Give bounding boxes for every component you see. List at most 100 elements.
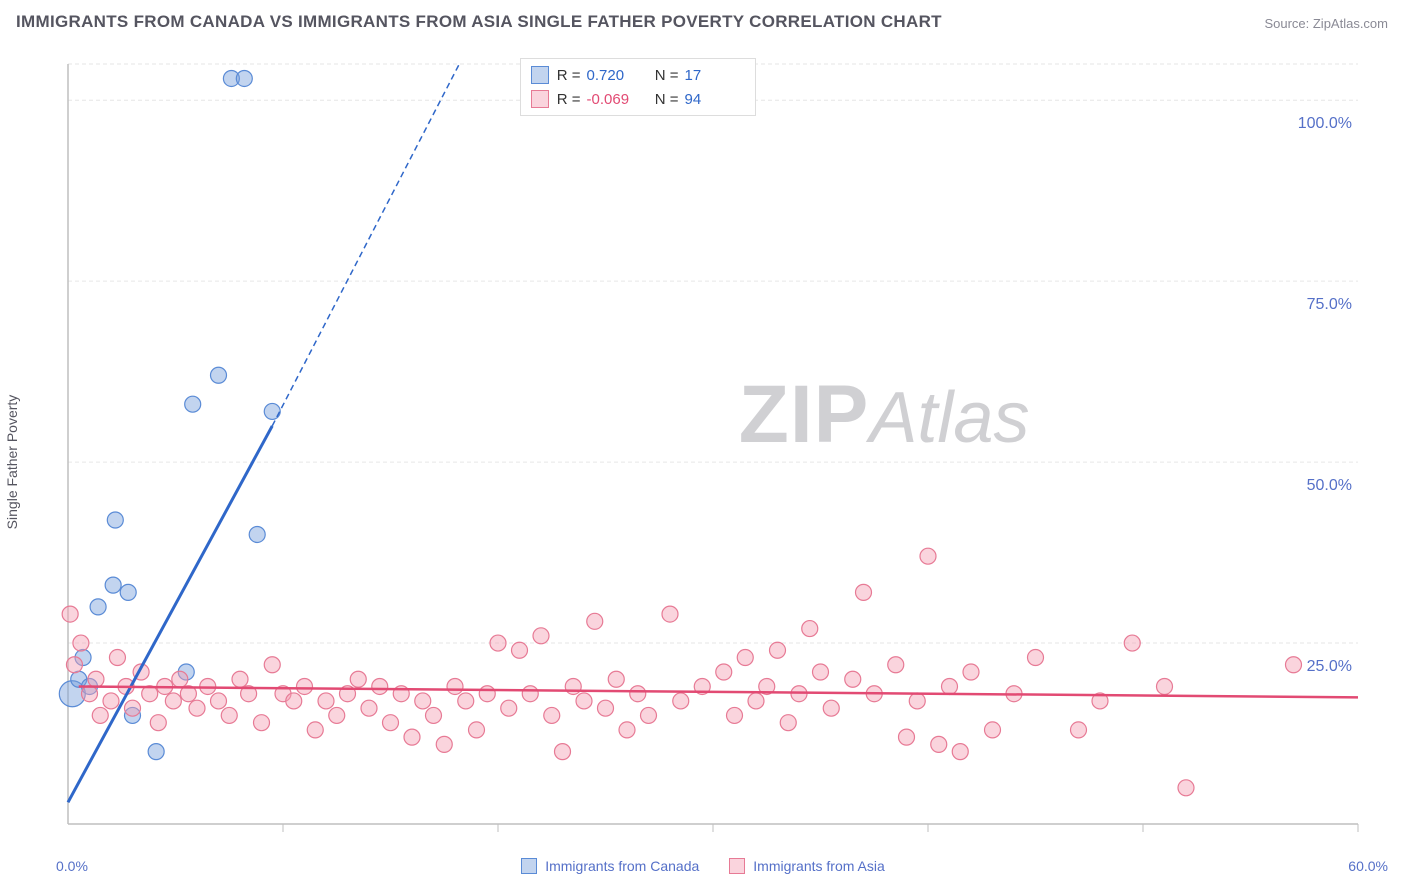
n-value: 17 — [685, 67, 745, 84]
r-label: R = — [555, 91, 581, 108]
data-point-asia — [109, 650, 125, 666]
data-point-asia — [533, 628, 549, 644]
data-point-asia — [608, 671, 624, 687]
data-point-asia — [264, 657, 280, 673]
x-origin-label: 0.0% — [56, 858, 88, 874]
data-point-asia — [963, 664, 979, 680]
data-point-asia — [350, 671, 366, 687]
n-value: 94 — [685, 91, 745, 108]
chart-title: IMMIGRANTS FROM CANADA VS IMMIGRANTS FRO… — [16, 12, 942, 31]
data-point-asia — [512, 642, 528, 658]
data-point-asia — [565, 678, 581, 694]
data-point-asia — [383, 715, 399, 731]
data-point-asia — [899, 729, 915, 745]
scatter-chart: 25.0% 50.0% 75.0% 100.0% — [18, 48, 1388, 876]
legend-swatch — [521, 858, 537, 874]
series-swatch — [531, 90, 549, 108]
y-tick-label: 75.0% — [1307, 296, 1352, 313]
data-point-canada — [120, 584, 136, 600]
data-point-canada — [211, 367, 227, 383]
legend-item: Immigrants from Canada — [521, 858, 699, 874]
y-axis-label: Single Father Poverty — [4, 395, 20, 530]
data-point-asia — [813, 664, 829, 680]
legend-item: Immigrants from Asia — [729, 858, 884, 874]
data-point-asia — [501, 700, 517, 716]
data-point-asia — [73, 635, 89, 651]
data-point-asia — [479, 686, 495, 702]
data-point-asia — [172, 671, 188, 687]
data-point-canada — [107, 512, 123, 528]
y-tick-label: 50.0% — [1307, 477, 1352, 494]
data-point-asia — [221, 707, 237, 723]
data-point-asia — [845, 671, 861, 687]
chart-header: IMMIGRANTS FROM CANADA VS IMMIGRANTS FRO… — [0, 0, 1406, 48]
data-point-asia — [62, 606, 78, 622]
chart-area: Single Father Poverty 25.0%50.0%75.0%100… — [18, 48, 1388, 876]
data-point-asia — [856, 584, 872, 600]
data-point-asia — [931, 736, 947, 752]
data-point-asia — [544, 707, 560, 723]
x-max-label: 60.0% — [1348, 858, 1388, 874]
data-point-asia — [88, 671, 104, 687]
data-point-asia — [211, 693, 227, 709]
data-point-asia — [522, 686, 538, 702]
data-point-asia — [329, 707, 345, 723]
data-point-asia — [1071, 722, 1087, 738]
r-value: -0.069 — [587, 91, 647, 108]
data-point-asia — [490, 635, 506, 651]
data-point-canada — [90, 599, 106, 615]
data-point-asia — [576, 693, 592, 709]
data-point-asia — [150, 715, 166, 731]
n-label: N = — [653, 67, 679, 84]
data-point-asia — [823, 700, 839, 716]
data-point-asia — [426, 707, 442, 723]
series-swatch — [531, 66, 549, 84]
data-point-asia — [66, 657, 82, 673]
data-point-asia — [1028, 650, 1044, 666]
trend-line-canada-extrapolated — [272, 64, 459, 426]
n-label: N = — [653, 91, 679, 108]
y-tick-label: 100.0% — [1298, 115, 1352, 132]
stats-row: R =0.720N =17 — [531, 63, 745, 87]
x-axis-bar: 0.0% Immigrants from Canada Immigrants fr… — [18, 858, 1388, 874]
data-point-canada — [249, 526, 265, 542]
data-point-asia — [82, 686, 98, 702]
legend-label: Immigrants from Asia — [753, 858, 884, 874]
data-point-asia — [165, 693, 181, 709]
data-point-asia — [770, 642, 786, 658]
data-point-asia — [1157, 678, 1173, 694]
data-point-asia — [598, 700, 614, 716]
data-point-asia — [254, 715, 270, 731]
data-point-asia — [415, 693, 431, 709]
data-point-asia — [630, 686, 646, 702]
data-point-asia — [748, 693, 764, 709]
data-point-asia — [458, 693, 474, 709]
data-point-canada — [185, 396, 201, 412]
data-point-canada — [264, 403, 280, 419]
data-point-asia — [952, 744, 968, 760]
source-name: ZipAtlas.com — [1313, 16, 1388, 31]
data-point-canada — [148, 744, 164, 760]
data-point-asia — [888, 657, 904, 673]
source-prefix: Source: — [1264, 16, 1312, 31]
data-point-asia — [103, 693, 119, 709]
data-point-asia — [447, 678, 463, 694]
data-point-asia — [286, 693, 302, 709]
data-point-asia — [716, 664, 732, 680]
data-point-asia — [737, 650, 753, 666]
correlation-stats-box: R =0.720N =17R =-0.069N =94 — [520, 58, 756, 116]
data-point-asia — [469, 722, 485, 738]
data-point-asia — [802, 621, 818, 637]
data-point-asia — [673, 693, 689, 709]
data-point-asia — [641, 707, 657, 723]
legend-swatch — [729, 858, 745, 874]
stats-row: R = -0.069 N = 94 — [531, 87, 745, 111]
data-point-asia — [232, 671, 248, 687]
data-point-asia — [942, 678, 958, 694]
data-point-asia — [318, 693, 334, 709]
data-point-asia — [587, 613, 603, 629]
y-tick-label: 25.0% — [1307, 658, 1352, 675]
data-point-asia — [1178, 780, 1194, 796]
data-point-asia — [307, 722, 323, 738]
data-point-asia — [1286, 657, 1302, 673]
